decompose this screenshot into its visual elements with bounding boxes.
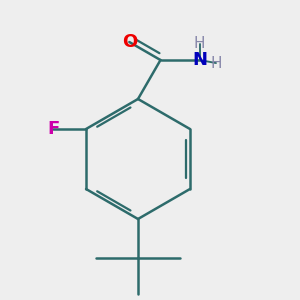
Text: O: O bbox=[122, 33, 137, 51]
Text: F: F bbox=[47, 120, 59, 138]
Text: H: H bbox=[210, 56, 222, 70]
Text: H: H bbox=[194, 36, 205, 51]
Text: N: N bbox=[192, 51, 207, 69]
